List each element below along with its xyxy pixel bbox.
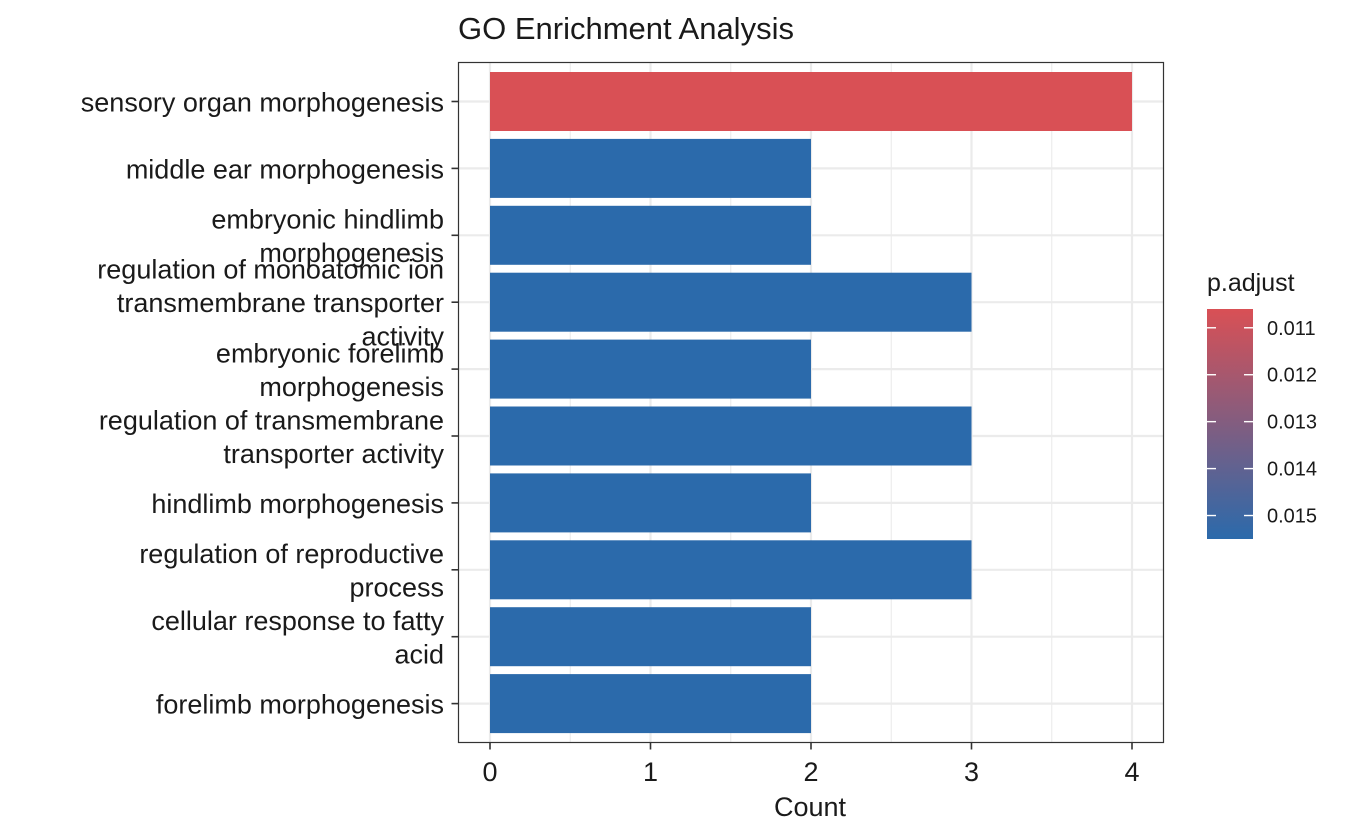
bar [490,272,972,332]
x-tick-label: 0 [482,757,497,787]
y-tick-label-line: transmembrane transporter [117,288,444,318]
bars [490,72,1132,734]
y-tick-label-line: process [349,573,444,603]
legend-tick-label: 0.014 [1267,459,1317,481]
x-tick-label: 1 [643,757,658,787]
bar [490,406,972,466]
y-tick-label-line: sensory organ morphogenesis [81,88,444,118]
bar [490,607,811,667]
y-tick-label: regulation of reproductive process [139,539,444,603]
legend-tick-label: 0.012 [1267,365,1317,387]
x-axis: 0 1 2 3 4 [482,742,1140,787]
y-tick-label-line: regulation of reproductive [139,539,444,569]
y-tick-label: embryonic forelimb morphogenesis [216,338,444,402]
x-tick-label: 3 [964,757,979,787]
y-tick-label-line: morphogenesis [259,372,444,402]
bar [490,138,811,198]
y-tick-label-line: middle ear morphogenesis [126,154,444,184]
bar [490,205,811,265]
legend-title: p.adjust [1207,269,1295,297]
legend-tick-label: 0.015 [1267,506,1317,528]
bar [490,339,811,399]
y-tick-label-line: hindlimb morphogenesis [151,489,444,519]
y-tick-label: forelimb morphogenesis [156,690,444,720]
y-tick-label: regulation of monoatomic ion transmembran… [97,255,444,352]
y-tick-label: sensory organ morphogenesis [81,88,444,118]
y-tick-label-line: transporter activity [223,439,444,469]
legend-tick-label: 0.013 [1267,412,1317,434]
bar [490,540,972,600]
legend-colorbar [1207,309,1253,539]
chart-title: GO Enrichment Analysis [458,11,794,46]
bar [490,674,811,734]
y-tick-label-line: embryonic forelimb [216,338,444,368]
y-tick-label-line: embryonic hindlimb [211,205,444,235]
bar [490,72,1132,131]
y-tick-label-line: forelimb morphogenesis [156,690,444,720]
y-tick-label: embryonic hindlimb morphogenesis [211,205,444,268]
y-tick-label-line: cellular response to fatty [151,606,444,636]
x-tick-label: 2 [803,757,818,787]
y-tick-label: cellular response to fatty acid [151,606,444,670]
y-tick-label: hindlimb morphogenesis [151,489,444,519]
legend-ticks: 0.011 0.012 0.013 0.014 0.015 [1207,318,1317,528]
y-tick-label-line: activity [361,322,444,352]
x-axis-title: Count [774,792,847,822]
y-tick-label-line: acid [394,639,444,669]
y-axis: sensory organ morphogenesis middle ear mo… [81,88,459,720]
bar [490,473,811,533]
y-tick-label: regulation of transmembrane transporter a… [99,405,445,469]
x-tick-label: 4 [1124,757,1139,787]
y-tick-label-line: morphogenesis [259,238,444,268]
y-tick-label-line: regulation of monoatomic ion [97,255,444,285]
legend-tick-label: 0.011 [1267,318,1316,340]
y-tick-label: middle ear morphogenesis [126,154,444,184]
color-legend: p.adjust 0.011 0.012 0.013 0.014 0.015 [1207,269,1317,539]
y-tick-label-line: regulation of transmembrane [99,405,444,435]
